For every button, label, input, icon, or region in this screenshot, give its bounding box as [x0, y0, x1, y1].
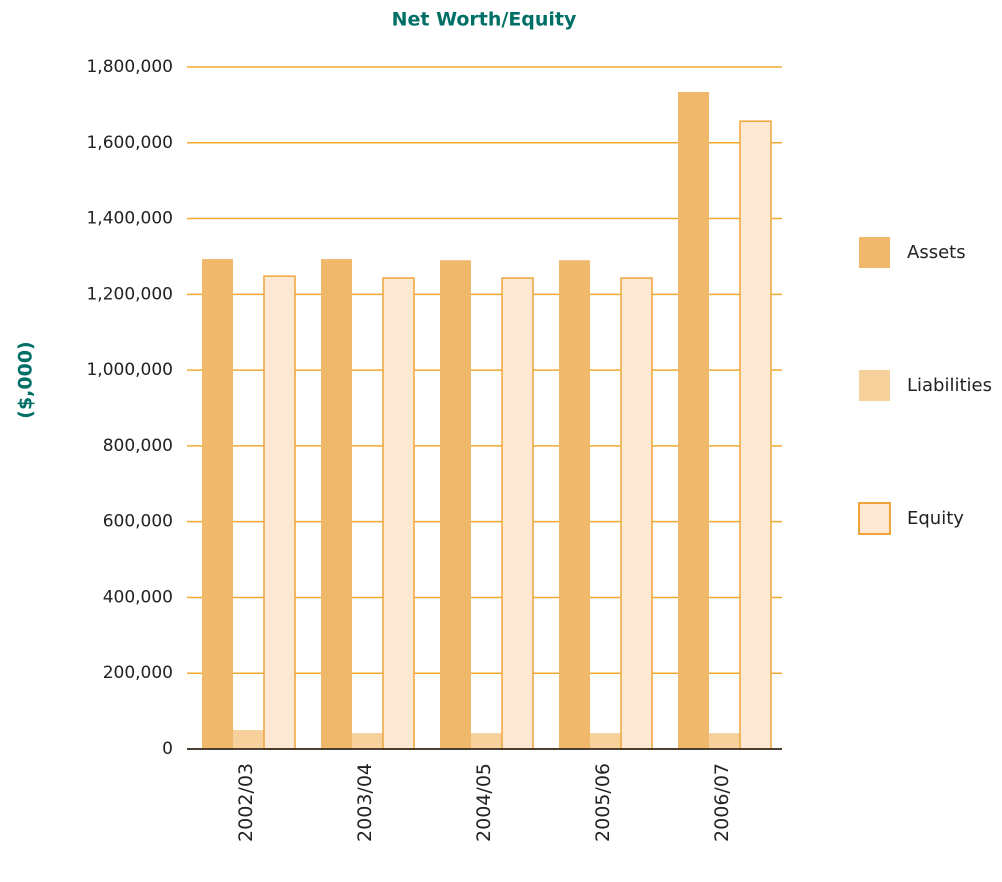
bar: [263, 275, 296, 750]
x-tick-label: 2004/05: [473, 763, 495, 842]
y-tick-label: 1,200,000: [86, 284, 173, 304]
legend-label: Liabilities: [907, 375, 992, 396]
bar: [739, 120, 772, 750]
y-tick-label: 1,400,000: [86, 209, 173, 229]
bar: [471, 733, 502, 749]
bar: [620, 277, 653, 750]
chart-title: Net Worth/Equity: [392, 9, 577, 31]
y-tick-label: 800,000: [103, 436, 173, 456]
y-axis-label: ($,000): [15, 341, 37, 418]
legend-swatch: [859, 237, 890, 268]
bar: [202, 259, 233, 749]
y-tick-label: 1,600,000: [86, 133, 173, 153]
x-tick-label: 2005/06: [592, 763, 614, 842]
legend-swatch: [858, 502, 891, 535]
x-tick-label: 2003/04: [354, 763, 376, 842]
bar: [501, 277, 534, 750]
y-tick-label: 600,000: [103, 512, 173, 532]
bar: [559, 260, 590, 749]
x-tick-label: 2006/07: [711, 763, 733, 842]
legend-label: Assets: [907, 242, 966, 263]
bar: [590, 733, 621, 749]
y-tick-label: 1,800,000: [86, 57, 173, 77]
bar: [233, 730, 264, 749]
bar: [382, 277, 415, 750]
bar: [440, 260, 471, 749]
bar: [709, 733, 740, 749]
bar: [678, 92, 709, 750]
legend-label: Equity: [907, 508, 964, 529]
x-tick-label: 2002/03: [235, 763, 257, 842]
legend-swatch: [859, 370, 890, 401]
bar: [321, 259, 352, 749]
y-tick-label: 200,000: [103, 663, 173, 683]
y-tick-label: 0: [162, 739, 173, 759]
y-tick-label: 1,000,000: [86, 360, 173, 380]
bar: [352, 733, 383, 749]
y-tick-label: 400,000: [103, 587, 173, 607]
